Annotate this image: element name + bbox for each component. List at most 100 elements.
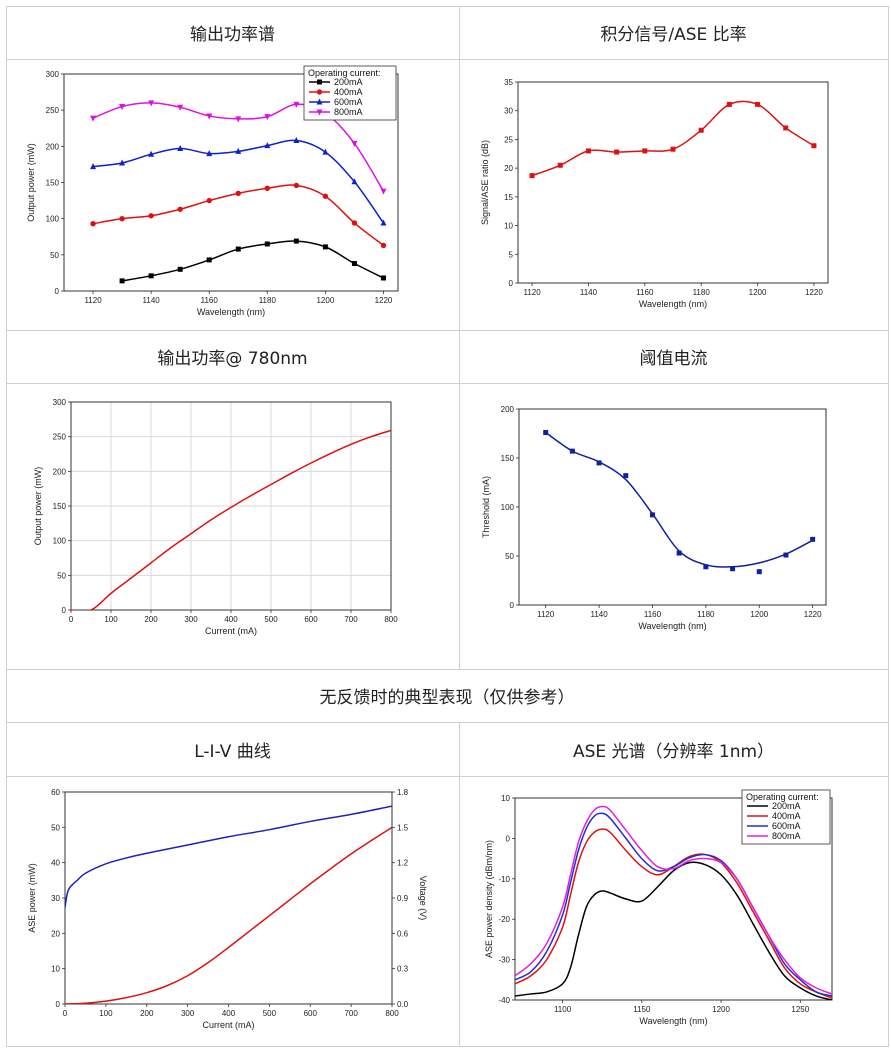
y-tick-label: 200 bbox=[501, 405, 515, 414]
y-tick-label: 30 bbox=[504, 107, 513, 116]
data-point bbox=[380, 188, 387, 195]
output-power-spectrum-plot: 1120 1140 1160 1180 1200 1220 0 50 100 150 200 250 3… bbox=[26, 65, 399, 317]
data-point bbox=[264, 241, 270, 247]
x-tick-label: 1200 bbox=[712, 1005, 730, 1014]
y-tick-label: 300 bbox=[46, 70, 60, 79]
legend-entry: 200mA bbox=[772, 801, 801, 811]
legend-entry: 200mA bbox=[334, 77, 363, 87]
y2-tick-label: 0.6 bbox=[397, 929, 409, 938]
x-tick-label: 1140 bbox=[580, 288, 598, 297]
data-point bbox=[90, 115, 97, 122]
series-800mA bbox=[515, 805, 832, 995]
data-point bbox=[351, 178, 358, 185]
data-point bbox=[293, 137, 300, 144]
y-tick-label: 0 bbox=[55, 287, 60, 296]
x-axis-label: Wavelength (nm) bbox=[639, 1016, 707, 1026]
data-point bbox=[569, 448, 575, 454]
series-line bbox=[515, 861, 832, 1000]
y-tick-label: 150 bbox=[501, 454, 515, 463]
x-axis-label: Wavelength (nm) bbox=[638, 621, 706, 631]
y-tick-label: 40 bbox=[51, 859, 60, 868]
y-tick-label: 0 bbox=[510, 601, 515, 610]
data-point bbox=[177, 104, 184, 111]
data-point bbox=[119, 278, 125, 284]
y-tick-label: 100 bbox=[501, 503, 515, 512]
x-tick-label: 800 bbox=[384, 615, 398, 624]
legend-box bbox=[741, 789, 831, 845]
ase-spectrum-plot: 1100 1150 1200 1250 -40 -30 -20 -10 0 10 Wavelengt… bbox=[484, 789, 833, 1026]
y-tick-label: 20 bbox=[504, 164, 513, 173]
y-tick-label: 20 bbox=[51, 929, 60, 938]
x-tick-label: 1180 bbox=[697, 610, 715, 619]
data-point bbox=[755, 101, 761, 107]
y-tick-label: -30 bbox=[498, 956, 510, 965]
table-line bbox=[6, 1046, 889, 1047]
x-tick-label: 100 bbox=[99, 1009, 113, 1018]
data-point bbox=[623, 473, 629, 479]
legend-entry: 400mA bbox=[334, 87, 363, 97]
y-axis-label: ASE power density (dBm/nm) bbox=[484, 840, 494, 958]
series-line bbox=[71, 429, 391, 610]
table-line bbox=[6, 6, 889, 7]
x-tick-label: 200 bbox=[144, 615, 158, 624]
y-tick-label: -20 bbox=[498, 915, 510, 924]
x-axis-label: Current (mA) bbox=[205, 626, 257, 636]
data-point bbox=[676, 550, 682, 556]
y-tick-label: 15 bbox=[504, 193, 513, 202]
series-400mA bbox=[515, 828, 832, 999]
y-tick-label: 0 bbox=[509, 279, 514, 288]
legend-title: Operating current: bbox=[308, 68, 381, 78]
data-point bbox=[585, 148, 591, 154]
table-line bbox=[888, 6, 889, 1046]
table-line bbox=[6, 6, 7, 1046]
x-tick-label: 300 bbox=[184, 615, 198, 624]
x-tick-label: 1220 bbox=[804, 610, 822, 619]
data-point bbox=[316, 98, 323, 105]
y-tick-label: -40 bbox=[498, 996, 510, 1005]
table-line bbox=[6, 669, 889, 670]
data-point bbox=[783, 125, 789, 131]
y-tick-label: 10 bbox=[501, 794, 510, 803]
y2-tick-label: 0.3 bbox=[397, 965, 409, 974]
data-point bbox=[316, 89, 323, 95]
y-tick-label: 250 bbox=[53, 433, 67, 442]
output-power-780-plot: 0 100 200 300 400 500 600 700 800 0 50 100 150 200 250… bbox=[33, 398, 398, 636]
data-point bbox=[177, 145, 184, 152]
data-point bbox=[206, 197, 212, 204]
y-tick-label: 300 bbox=[53, 398, 67, 407]
data-point bbox=[235, 147, 242, 154]
x-tick-label: 500 bbox=[264, 615, 278, 624]
data-point bbox=[351, 220, 358, 226]
table-line bbox=[6, 330, 889, 331]
series-0 bbox=[71, 429, 391, 610]
table-line bbox=[6, 383, 889, 384]
y-tick-label: 200 bbox=[46, 142, 60, 151]
data-point bbox=[206, 113, 213, 120]
data-point bbox=[726, 101, 732, 107]
data-point bbox=[380, 242, 387, 249]
series-line bbox=[65, 826, 392, 1004]
y-tick-label: 50 bbox=[50, 251, 59, 260]
y2-tick-label: 1.8 bbox=[397, 788, 409, 797]
series-1 bbox=[65, 805, 392, 908]
data-point bbox=[380, 219, 387, 226]
x-tick-label: 1160 bbox=[644, 610, 662, 619]
x-tick-label: 400 bbox=[222, 1009, 236, 1018]
data-point bbox=[614, 149, 620, 155]
data-point bbox=[322, 193, 329, 199]
y-tick-label: 100 bbox=[53, 537, 67, 546]
legend-entry: 800mA bbox=[334, 107, 363, 117]
x-tick-label: 1180 bbox=[693, 288, 711, 297]
y2-tick-label: 1.5 bbox=[397, 823, 409, 832]
x-tick-label: 1150 bbox=[633, 1005, 651, 1014]
x-tick-label: 1180 bbox=[259, 296, 277, 305]
series-0 bbox=[529, 100, 817, 179]
data-point bbox=[703, 564, 709, 570]
data-point bbox=[529, 173, 535, 179]
x-tick-label: 400 bbox=[224, 615, 238, 624]
data-point bbox=[235, 116, 242, 123]
y-tick-label: 150 bbox=[53, 502, 67, 511]
data-point bbox=[698, 127, 704, 133]
data-point bbox=[322, 148, 329, 155]
